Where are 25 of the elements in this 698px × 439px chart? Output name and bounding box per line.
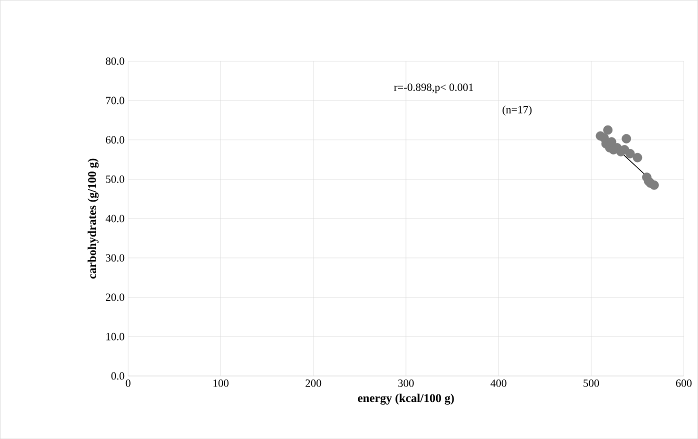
point [625,148,635,158]
x-tick-label: 0 [126,379,130,387]
annotation: r=-0.898,p< 0.001 [394,84,474,94]
point [603,125,613,135]
x-tick-label: 100 [213,379,229,387]
y-tick-label: 50.0 [106,175,124,183]
y-tick-label: 0.0 [111,372,124,380]
point [649,180,659,190]
y-tick-label: 70.0 [106,96,124,104]
x-axis-title: energy (kcal/100 g) [358,394,454,405]
y-tick-label: 10.0 [106,332,124,340]
y-tick-label: 20.0 [106,294,124,301]
y-tick-label: 40.0 [106,214,124,222]
y-tick-label: 80.0 [106,57,124,65]
x-tick-label: 400 [490,379,506,387]
point [632,152,642,162]
x-tick-label: 500 [584,379,599,387]
x-tick-label: 200 [306,379,322,387]
annotation: (n=17) [502,106,532,116]
point [622,134,632,144]
y-tick-label: 30.0 [106,254,124,262]
y-axis-title: carbohydrates (g/100 g) [88,158,99,278]
y-tick-label: 60.0 [106,136,124,144]
x-tick-label: 300 [398,379,414,387]
x-tick-label: 600 [676,379,692,387]
